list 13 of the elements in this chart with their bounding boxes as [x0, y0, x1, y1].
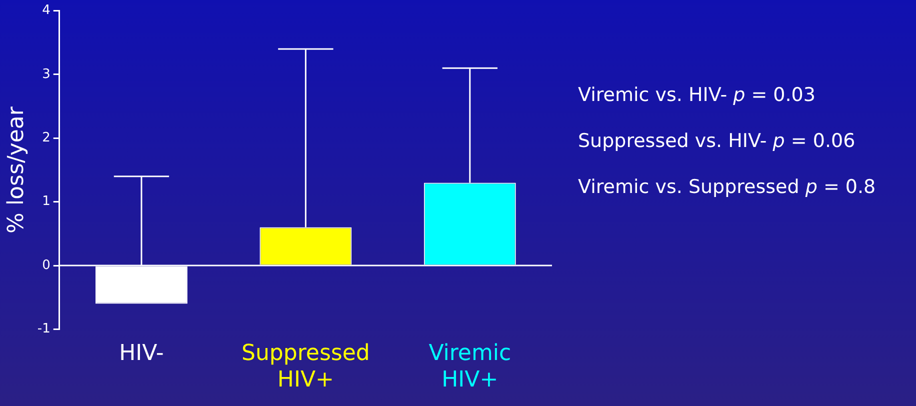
x-tick-label: Suppressed HIV+	[242, 341, 370, 393]
y-tick-label: 1	[42, 194, 50, 210]
y-tick-label: 4	[42, 3, 50, 18]
y-tick-label: 3	[42, 66, 50, 82]
x-tick-label: HIV-	[119, 341, 164, 366]
y-tick-label: -1	[37, 322, 50, 337]
text: Suppressed vs. HIV- p = 0.06	[578, 129, 856, 154]
y-tick-label: 2	[42, 130, 50, 146]
x-tick-label: Viremic HIV+	[428, 341, 512, 393]
y-axis-title: % loss/year	[4, 106, 29, 234]
y-tick-label: 0	[42, 258, 50, 273]
text: Viremic vs. Suppressed p = 0.8	[578, 175, 876, 200]
text: Viremic vs. HIV- p = 0.03	[578, 83, 816, 108]
